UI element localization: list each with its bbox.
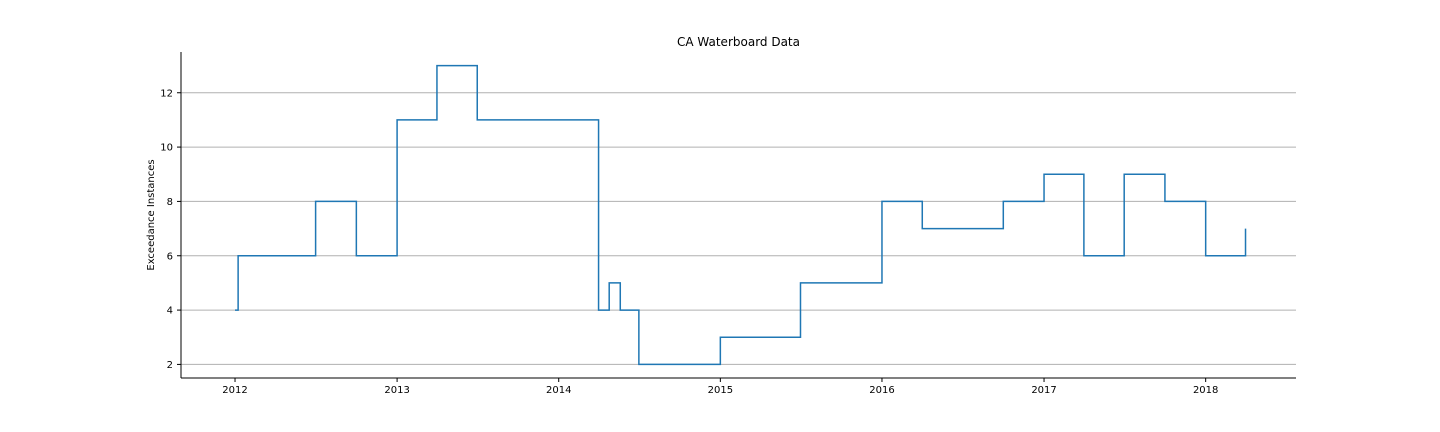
- x-axis-ticks: 2012 2013 2014 2015 2016 2017 2018: [222, 378, 1218, 396]
- axes: [180, 52, 1296, 379]
- series-line-0: [235, 64, 1247, 366]
- x-tick-label-2013: 2013: [384, 385, 409, 396]
- x-tick-label-2014: 2014: [546, 385, 571, 396]
- series-layer: [235, 64, 1247, 366]
- x-tick-label-2015: 2015: [708, 385, 733, 396]
- gridlines: [181, 92, 1296, 365]
- y-axis-ticks: 2 4 6 8 10 12: [160, 88, 181, 371]
- x-tick-label-2018: 2018: [1193, 385, 1218, 396]
- y-tick-label-10: 10: [160, 143, 173, 154]
- y-tick-label-8: 8: [167, 197, 173, 208]
- x-tick-label-2016: 2016: [869, 385, 894, 396]
- x-tick-label-2012: 2012: [222, 385, 247, 396]
- y-tick-label-2: 2: [167, 360, 173, 371]
- y-tick-label-12: 12: [160, 88, 173, 99]
- y-tick-label-6: 6: [167, 251, 173, 262]
- y-axis-label: Exceedance Instances: [146, 159, 157, 270]
- chart-title: CA Waterboard Data: [677, 35, 800, 49]
- y-tick-label-4: 4: [167, 306, 173, 317]
- x-tick-label-2017: 2017: [1031, 385, 1056, 396]
